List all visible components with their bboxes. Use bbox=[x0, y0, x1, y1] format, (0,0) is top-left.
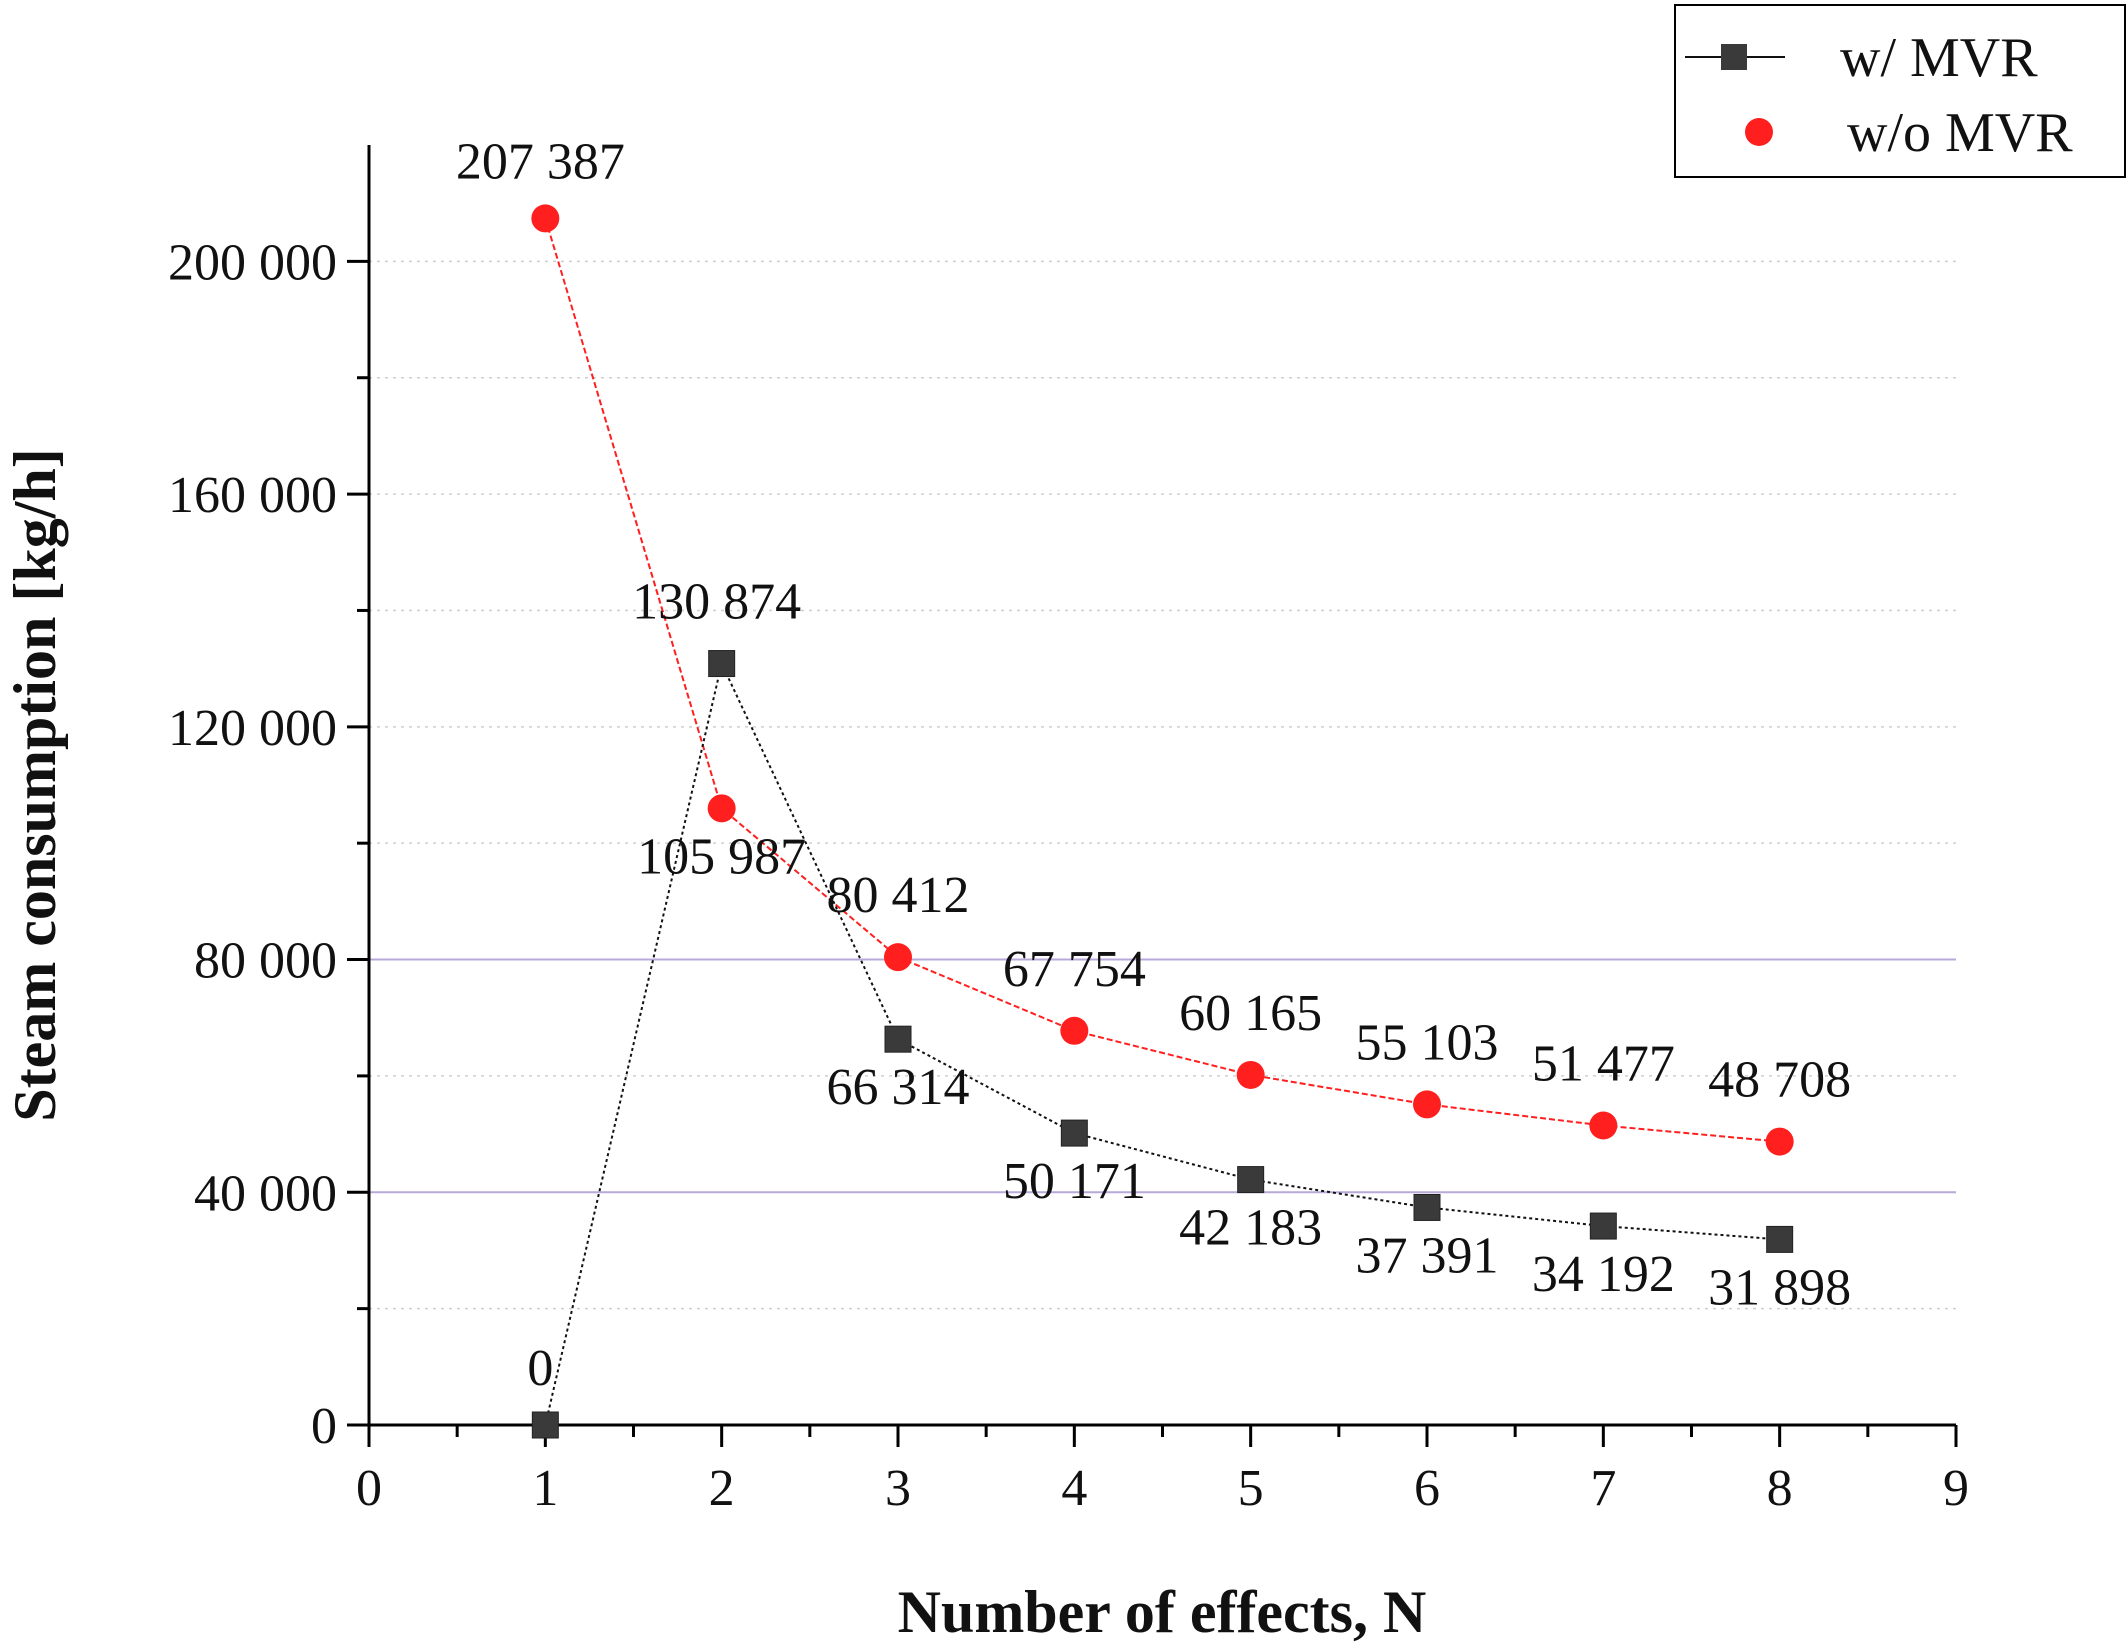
data-point-square bbox=[708, 650, 736, 678]
y-tick-label: 40 000 bbox=[194, 1165, 337, 1222]
legend-marker-square bbox=[1721, 44, 1747, 70]
data-point-circle bbox=[1413, 1090, 1441, 1119]
wo-mvr-data-label: 105 987 bbox=[637, 828, 806, 885]
data-point-circle bbox=[1765, 1127, 1794, 1156]
data-point-circle bbox=[707, 794, 736, 823]
axes: 0 40 000 80 000 120 000 160 000 200 000 0 1 2 3 4 5… bbox=[168, 145, 1969, 1517]
data-point-square bbox=[1589, 1212, 1617, 1240]
wo-mvr-data-label: 55 103 bbox=[1356, 1014, 1499, 1071]
data-point-square bbox=[1766, 1225, 1794, 1253]
x-axis-title: Number of effects, N bbox=[898, 1579, 1427, 1645]
w-mvr-data-label: 66 314 bbox=[827, 1059, 970, 1116]
x-tick-label: 3 bbox=[885, 1460, 911, 1517]
series-lines bbox=[531, 204, 1794, 1439]
y-tick-label: 0 bbox=[311, 1398, 337, 1455]
x-tick-label: 9 bbox=[1943, 1460, 1969, 1517]
wo-mvr-data-label: 67 754 bbox=[1003, 941, 1146, 998]
data-point-circle bbox=[1589, 1111, 1618, 1140]
y-tick-label: 200 000 bbox=[168, 234, 337, 291]
grid-lines bbox=[369, 260, 1956, 1310]
w-mvr-data-label: 0 bbox=[527, 1340, 553, 1397]
wo-mvr-data-label: 80 412 bbox=[827, 867, 970, 924]
series-line bbox=[544, 218, 1780, 1143]
data-point-square bbox=[1060, 1119, 1088, 1147]
legend: w/ MVR w/o MVR bbox=[1674, 4, 2126, 178]
data-point-circle bbox=[1236, 1060, 1265, 1089]
x-tick-label: 6 bbox=[1414, 1460, 1440, 1517]
x-tick-label: 4 bbox=[1061, 1460, 1087, 1517]
y-tick-label: 160 000 bbox=[168, 467, 337, 524]
series-line bbox=[544, 660, 1780, 1426]
data-point-circle bbox=[531, 204, 560, 233]
data-point-circle bbox=[1060, 1016, 1089, 1045]
x-tick-label: 7 bbox=[1590, 1460, 1616, 1517]
w-mvr-data-label: 34 192 bbox=[1532, 1246, 1675, 1303]
w-mvr-data-label: 130 874 bbox=[632, 574, 801, 631]
x-tick-label: 0 bbox=[356, 1460, 382, 1517]
w-mvr-data-label: 37 391 bbox=[1356, 1227, 1499, 1284]
wo-mvr-data-label: 48 708 bbox=[1708, 1052, 1851, 1109]
w-mvr-data-label: 50 171 bbox=[1003, 1153, 1146, 1210]
w-mvr-data-label: 42 183 bbox=[1179, 1200, 1322, 1257]
legend-marker-circle bbox=[1745, 118, 1773, 146]
x-tick-label: 5 bbox=[1238, 1460, 1264, 1517]
data-labels: 0 130 874 66 314 50 171 42 183 37 391 34 192 31… bbox=[456, 133, 1851, 1397]
data-point-square bbox=[884, 1025, 912, 1053]
data-point-square bbox=[1237, 1166, 1265, 1194]
y-axis-title: Steam consumption [kg/h] bbox=[2, 448, 68, 1121]
data-point-square bbox=[1413, 1193, 1441, 1221]
x-tick-label: 8 bbox=[1767, 1460, 1793, 1517]
wo-mvr-data-label: 207 387 bbox=[456, 133, 625, 190]
y-tick-label: 80 000 bbox=[194, 933, 337, 990]
legend-label-w-mvr: w/ MVR bbox=[1840, 27, 2038, 89]
w-mvr-data-label: 31 898 bbox=[1708, 1259, 1851, 1316]
data-point-circle bbox=[884, 943, 912, 972]
y-tick-label: 120 000 bbox=[168, 700, 337, 757]
wo-mvr-data-label: 60 165 bbox=[1179, 985, 1322, 1042]
wo-mvr-data-label: 51 477 bbox=[1532, 1035, 1675, 1092]
legend-box bbox=[1674, 4, 2126, 178]
x-tick-label: 1 bbox=[532, 1460, 558, 1517]
legend-label-wo-mvr: w/o MVR bbox=[1847, 102, 2073, 164]
x-tick-label: 2 bbox=[709, 1460, 735, 1517]
data-point-square bbox=[531, 1411, 559, 1439]
